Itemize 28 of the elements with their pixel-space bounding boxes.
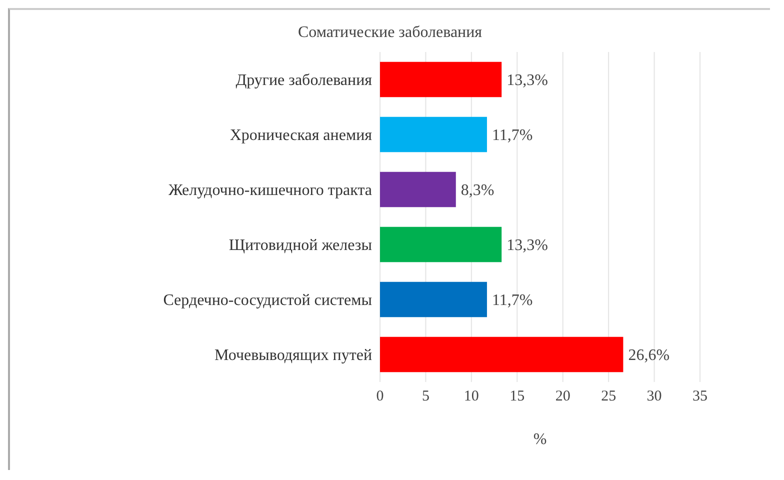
y-tick-label: Другие заболевания	[236, 72, 373, 90]
y-tick-label: Желудочно-кишечного тракта	[168, 182, 372, 200]
y-tick-label: Хроническая анемия	[230, 127, 373, 144]
x-tick-label: 5	[422, 388, 430, 405]
x-tick-label: 30	[646, 388, 662, 405]
y-tick-label: Щитовидной железы	[228, 237, 372, 254]
data-label: 26,6%	[628, 347, 670, 364]
bar	[380, 62, 502, 98]
data-label: 8,3%	[460, 182, 494, 200]
x-tick-label: 0	[376, 388, 384, 405]
x-tick-label: 15	[510, 388, 525, 405]
bar	[380, 172, 456, 208]
bar	[380, 226, 502, 262]
x-axis-title: %	[533, 431, 547, 448]
data-label: 13,3%	[506, 72, 548, 90]
x-tick-label: 25	[601, 388, 616, 405]
y-tick-label: Мочевыводящих путей	[214, 347, 372, 364]
data-label: 13,3%	[506, 237, 548, 254]
y-tick-label: Сердечно-сосудистой системы	[163, 292, 372, 310]
bar	[380, 282, 487, 318]
bar	[380, 116, 487, 152]
chart-title: Соматические заболевания	[296, 23, 484, 42]
x-tick-label: 10	[464, 388, 479, 405]
data-label: 11,7%	[492, 127, 533, 144]
x-tick-label: 35	[692, 388, 708, 405]
bar	[380, 336, 624, 372]
data-label: 11,7%	[492, 292, 533, 310]
x-tick-label: 20	[555, 388, 570, 405]
